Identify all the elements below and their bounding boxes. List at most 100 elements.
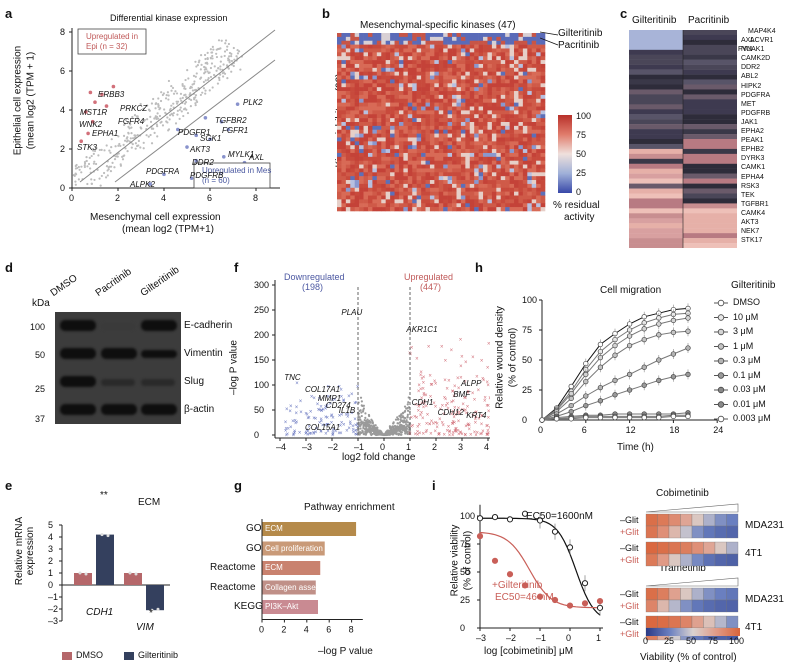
f-point	[364, 416, 367, 419]
b-cell	[487, 160, 493, 165]
f-up-point: ×	[474, 433, 478, 439]
b-cell	[469, 129, 475, 134]
a-point	[206, 56, 209, 60]
a-point	[113, 166, 116, 169]
a-point	[127, 131, 130, 134]
a-point	[92, 162, 95, 165]
a-epi-point	[90, 119, 95, 124]
b-cell	[518, 56, 524, 61]
b-cell	[381, 36, 386, 42]
panel-f-ylabel: –log P value	[228, 340, 240, 395]
b-cell	[478, 195, 484, 200]
b-cell	[438, 195, 444, 200]
a-point	[94, 162, 98, 166]
a-point	[124, 118, 128, 121]
a-point	[204, 57, 207, 61]
b-cell	[443, 44, 448, 49]
f-down-point: ×	[337, 431, 341, 437]
b-cell	[363, 141, 369, 146]
b-cell	[337, 75, 342, 80]
ih-cell-4-2	[668, 587, 681, 601]
b-cell	[403, 203, 409, 208]
a-point	[195, 65, 198, 68]
b-cell	[514, 129, 519, 134]
b-cell	[522, 33, 528, 38]
i-xtick: –1	[536, 633, 546, 643]
a-point	[86, 182, 89, 186]
gene-epha1: EPHA1	[92, 129, 119, 138]
b-cell	[416, 137, 422, 142]
f-down-point: ×	[350, 411, 354, 417]
b-cell	[536, 79, 541, 84]
b-cell	[407, 129, 413, 134]
b-cell	[447, 110, 453, 115]
b-cell	[416, 160, 422, 165]
b-cell	[518, 183, 524, 189]
b-cell	[434, 44, 440, 49]
c-cell	[629, 54, 683, 60]
b-cell	[456, 129, 462, 134]
b-cell	[345, 71, 351, 76]
b-cell	[500, 33, 506, 38]
b-cell	[359, 87, 364, 92]
b-cell	[536, 60, 541, 65]
a-point	[219, 47, 222, 50]
b-cell	[447, 114, 453, 119]
b-cell	[363, 60, 369, 65]
b-cell	[385, 91, 391, 96]
b-cell	[500, 44, 506, 49]
b-cell	[465, 183, 471, 189]
a-epi-point	[88, 90, 93, 95]
b-cell	[367, 149, 373, 154]
b-cell	[500, 176, 506, 181]
panel-label-g: g	[234, 478, 242, 493]
b-cell	[359, 48, 364, 53]
b-cell	[345, 75, 351, 80]
b-cell	[469, 75, 475, 80]
b-cell	[465, 152, 471, 158]
b-cell	[452, 149, 457, 154]
f-up-point: ×	[410, 416, 414, 422]
b-cell	[447, 102, 453, 107]
a-point	[211, 86, 214, 89]
b-cell	[474, 160, 479, 165]
b-cell	[452, 40, 457, 45]
a-epi-point	[111, 84, 116, 89]
b-cell	[536, 207, 541, 212]
b-cell	[367, 203, 373, 208]
b-cell	[429, 40, 435, 45]
b-cell	[536, 164, 541, 169]
a-point	[142, 107, 145, 110]
f-down-point: ×	[330, 413, 334, 419]
b-cell	[345, 129, 351, 134]
c-cell	[629, 153, 683, 160]
b-cell	[416, 172, 422, 177]
b-cell	[474, 141, 479, 146]
b-cell	[536, 176, 541, 181]
b-cell	[372, 195, 378, 200]
a-point	[110, 146, 113, 149]
b-cell	[390, 125, 395, 131]
f-point	[401, 420, 404, 423]
f-point	[364, 428, 367, 431]
b-cell	[363, 106, 369, 111]
b-cell	[469, 180, 475, 185]
b-cell	[478, 48, 484, 53]
b-cell	[403, 83, 409, 88]
b-cell	[518, 137, 524, 142]
b-cell	[469, 48, 475, 53]
b-cell	[496, 106, 502, 111]
b-cell	[500, 60, 506, 65]
b-cell	[487, 110, 493, 115]
b-cell	[483, 102, 488, 107]
b-cell	[403, 152, 409, 158]
b-cell	[522, 152, 528, 158]
b-cell	[345, 79, 351, 84]
b-cell	[412, 94, 417, 100]
b-cell	[429, 160, 435, 165]
b-cell	[425, 176, 431, 181]
b-cell	[398, 106, 404, 111]
b-cell	[385, 199, 391, 204]
b-cell	[434, 79, 440, 84]
